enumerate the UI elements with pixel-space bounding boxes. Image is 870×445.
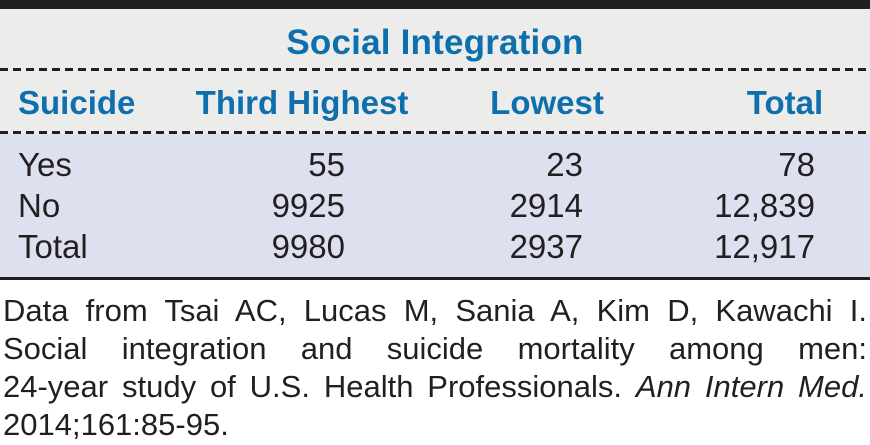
caption-text: Data from Tsai AC, Lucas M, Sania A, Kim… [3, 293, 867, 328]
caption-text: Social integration and suicide mortality… [3, 331, 867, 366]
value-lowest: 23 [546, 146, 583, 183]
table-bottom-rule [0, 277, 870, 280]
table-spanner-header: Social Integration [0, 9, 870, 68]
table-row-yes: Yes 55 23 78 [0, 144, 870, 185]
column-header-total: Total [746, 84, 824, 121]
table-body: Yes 55 23 78 No 9925 2914 12,839 Total 9… [0, 134, 870, 277]
value-lowest: 2914 [509, 187, 583, 224]
figure-top-border [0, 0, 870, 9]
column-header-row: Suicide Third Highest Lowest Total [0, 71, 870, 131]
table-header-section: Social Integration Suicide Third Highest… [0, 9, 870, 134]
value-third-highest: 9925 [271, 187, 345, 224]
table-row-total: Total 9980 2937 12,917 [0, 226, 870, 267]
column-header-suicide: Suicide [18, 84, 136, 121]
dashed-divider-top [0, 68, 870, 71]
caption-text: 2014;161:85-95. [3, 407, 229, 442]
column-header-lowest: Lowest [490, 84, 604, 121]
row-label: Total [18, 228, 88, 265]
caption-line-1: Data from Tsai AC, Lucas M, Sania A, Kim… [3, 292, 867, 330]
caption-journal-name: Ann Intern Med. [635, 369, 867, 404]
column-header-third-highest: Third Highest [195, 84, 409, 121]
caption-line-2: Social integration and suicide mortality… [3, 330, 867, 368]
value-third-highest: 9980 [271, 228, 345, 265]
caption-line-3: 24-year study of U.S. Health Professiona… [3, 368, 867, 406]
value-total: 12,839 [714, 187, 815, 224]
dashed-divider-bottom [0, 131, 870, 134]
table-title: Social Integration [286, 22, 584, 62]
figure-caption: Data from Tsai AC, Lucas M, Sania A, Kim… [0, 292, 870, 444]
value-lowest: 2937 [509, 228, 583, 265]
value-total: 78 [778, 146, 815, 183]
table-row-no: No 9925 2914 12,839 [0, 185, 870, 226]
row-label: Yes [18, 146, 72, 183]
row-label: No [18, 187, 61, 224]
value-third-highest: 55 [308, 146, 345, 183]
value-total: 12,917 [714, 228, 815, 265]
caption-line-4: 2014;161:85-95. [3, 406, 867, 444]
caption-text: 24-year study of U.S. Health Professiona… [3, 369, 623, 404]
